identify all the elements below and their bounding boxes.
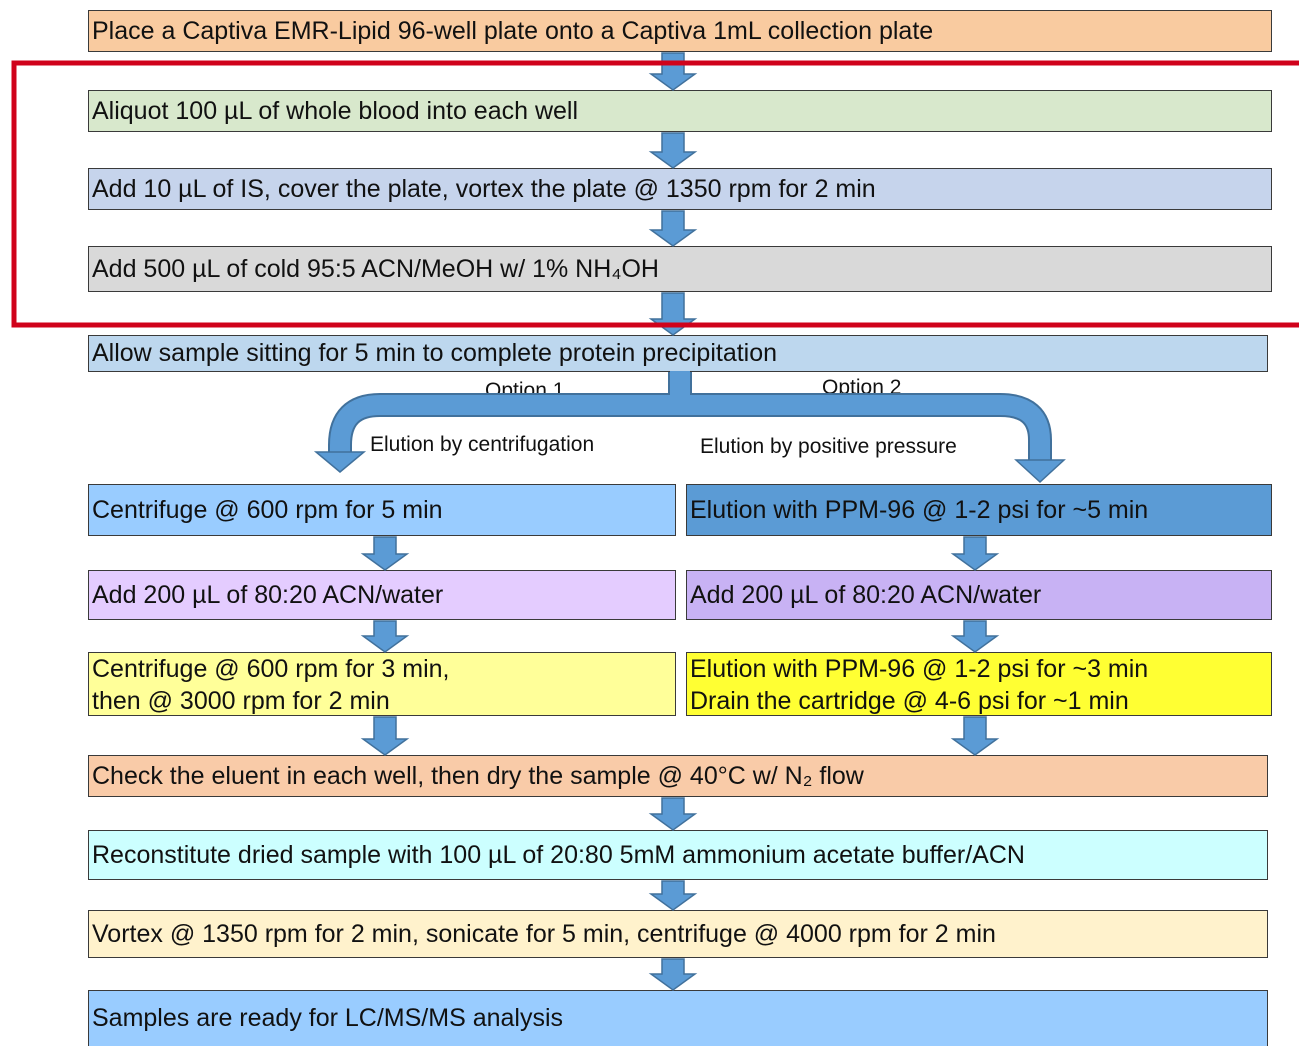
- method-label: Elution by positive pressure: [700, 435, 957, 458]
- down-arrow: [648, 880, 698, 911]
- step-box: Samples are ready for LC/MS/MS analysis: [88, 990, 1268, 1046]
- down-arrow: [648, 132, 698, 169]
- option-label: Option 1: [485, 379, 565, 402]
- down-arrow: [950, 620, 1000, 653]
- step-text: Check the eluent in each well, then dry …: [92, 761, 864, 790]
- down-arrow: [950, 716, 1000, 756]
- step-box: Reconstitute dried sample with 100 µL of…: [88, 830, 1268, 880]
- step-text: Samples are ready for LC/MS/MS analysis: [92, 1004, 564, 1032]
- step-text: Elution with PPM-96 @ 1-2 psi for ~5 min: [690, 495, 1149, 524]
- down-arrow: [648, 958, 698, 991]
- down-arrow: [360, 620, 410, 653]
- arrow-head: [1014, 459, 1066, 484]
- arrow-head: [313, 451, 367, 473]
- step-box: Elution with PPM-96 @ 1-2 psi for ~5 min: [686, 484, 1272, 536]
- option-label: Option 2: [822, 376, 902, 399]
- step-text: Allow sample sitting for 5 min to comple…: [92, 339, 778, 367]
- down-arrow: [360, 716, 410, 756]
- step-box: Add 200 µL of 80:20 ACN/water: [686, 570, 1272, 620]
- step-box: Place a Captiva EMR-Lipid 96-well plate …: [88, 10, 1272, 52]
- step-box: Centrifuge @ 600 rpm for 3 min, then @ 30…: [88, 652, 676, 716]
- step-box: Check the eluent in each well, then dry …: [88, 755, 1268, 797]
- step-box: Add 10 µL of IS, cover the plate, vortex…: [88, 168, 1272, 210]
- step-text: Place a Captiva EMR-Lipid 96-well plate …: [92, 16, 934, 45]
- down-arrow: [648, 210, 698, 247]
- step-text: Centrifuge @ 600 rpm for 5 min: [92, 495, 443, 524]
- step-box: Vortex @ 1350 rpm for 2 min, sonicate fo…: [88, 910, 1268, 958]
- down-arrow: [648, 52, 698, 91]
- down-arrow: [950, 536, 1000, 571]
- step-text: Add 200 µL of 80:20 ACN/water: [690, 580, 1042, 609]
- step-box: Aliquot 100 µL of whole blood into each …: [88, 90, 1272, 132]
- step-text: Vortex @ 1350 rpm for 2 min, sonicate fo…: [92, 919, 996, 948]
- step-box: Allow sample sitting for 5 min to comple…: [88, 335, 1268, 372]
- step-box: Add 500 µL of cold 95:5 ACN/MeOH w/ 1% N…: [88, 246, 1272, 292]
- step-box: Centrifuge @ 600 rpm for 5 min: [88, 484, 676, 536]
- down-arrow: [360, 536, 410, 571]
- method-label: Elution by centrifugation: [370, 433, 595, 456]
- step-text: Aliquot 100 µL of whole blood into each …: [92, 96, 579, 125]
- step-box: Add 200 µL of 80:20 ACN/water: [88, 570, 676, 620]
- down-arrow: [648, 292, 698, 336]
- down-arrow: [648, 797, 698, 831]
- step-text: Centrifuge @ 600 rpm for 3 min,: [92, 655, 450, 683]
- step-text: Add 500 µL of cold 95:5 ACN/MeOH w/ 1% N…: [92, 254, 659, 283]
- step-text: Elution with PPM-96 @ 1-2 psi for ~3 min: [690, 655, 1149, 683]
- step-text: Reconstitute dried sample with 100 µL of…: [92, 840, 1025, 869]
- step-text: Drain the cartridge @ 4-6 psi for ~1 min: [690, 687, 1129, 715]
- step-text: Add 10 µL of IS, cover the plate, vortex…: [92, 174, 876, 203]
- step-box: Elution with PPM-96 @ 1-2 psi for ~3 min…: [686, 652, 1272, 716]
- step-text: then @ 3000 rpm for 2 min: [92, 687, 390, 715]
- step-text: Add 200 µL of 80:20 ACN/water: [92, 580, 444, 609]
